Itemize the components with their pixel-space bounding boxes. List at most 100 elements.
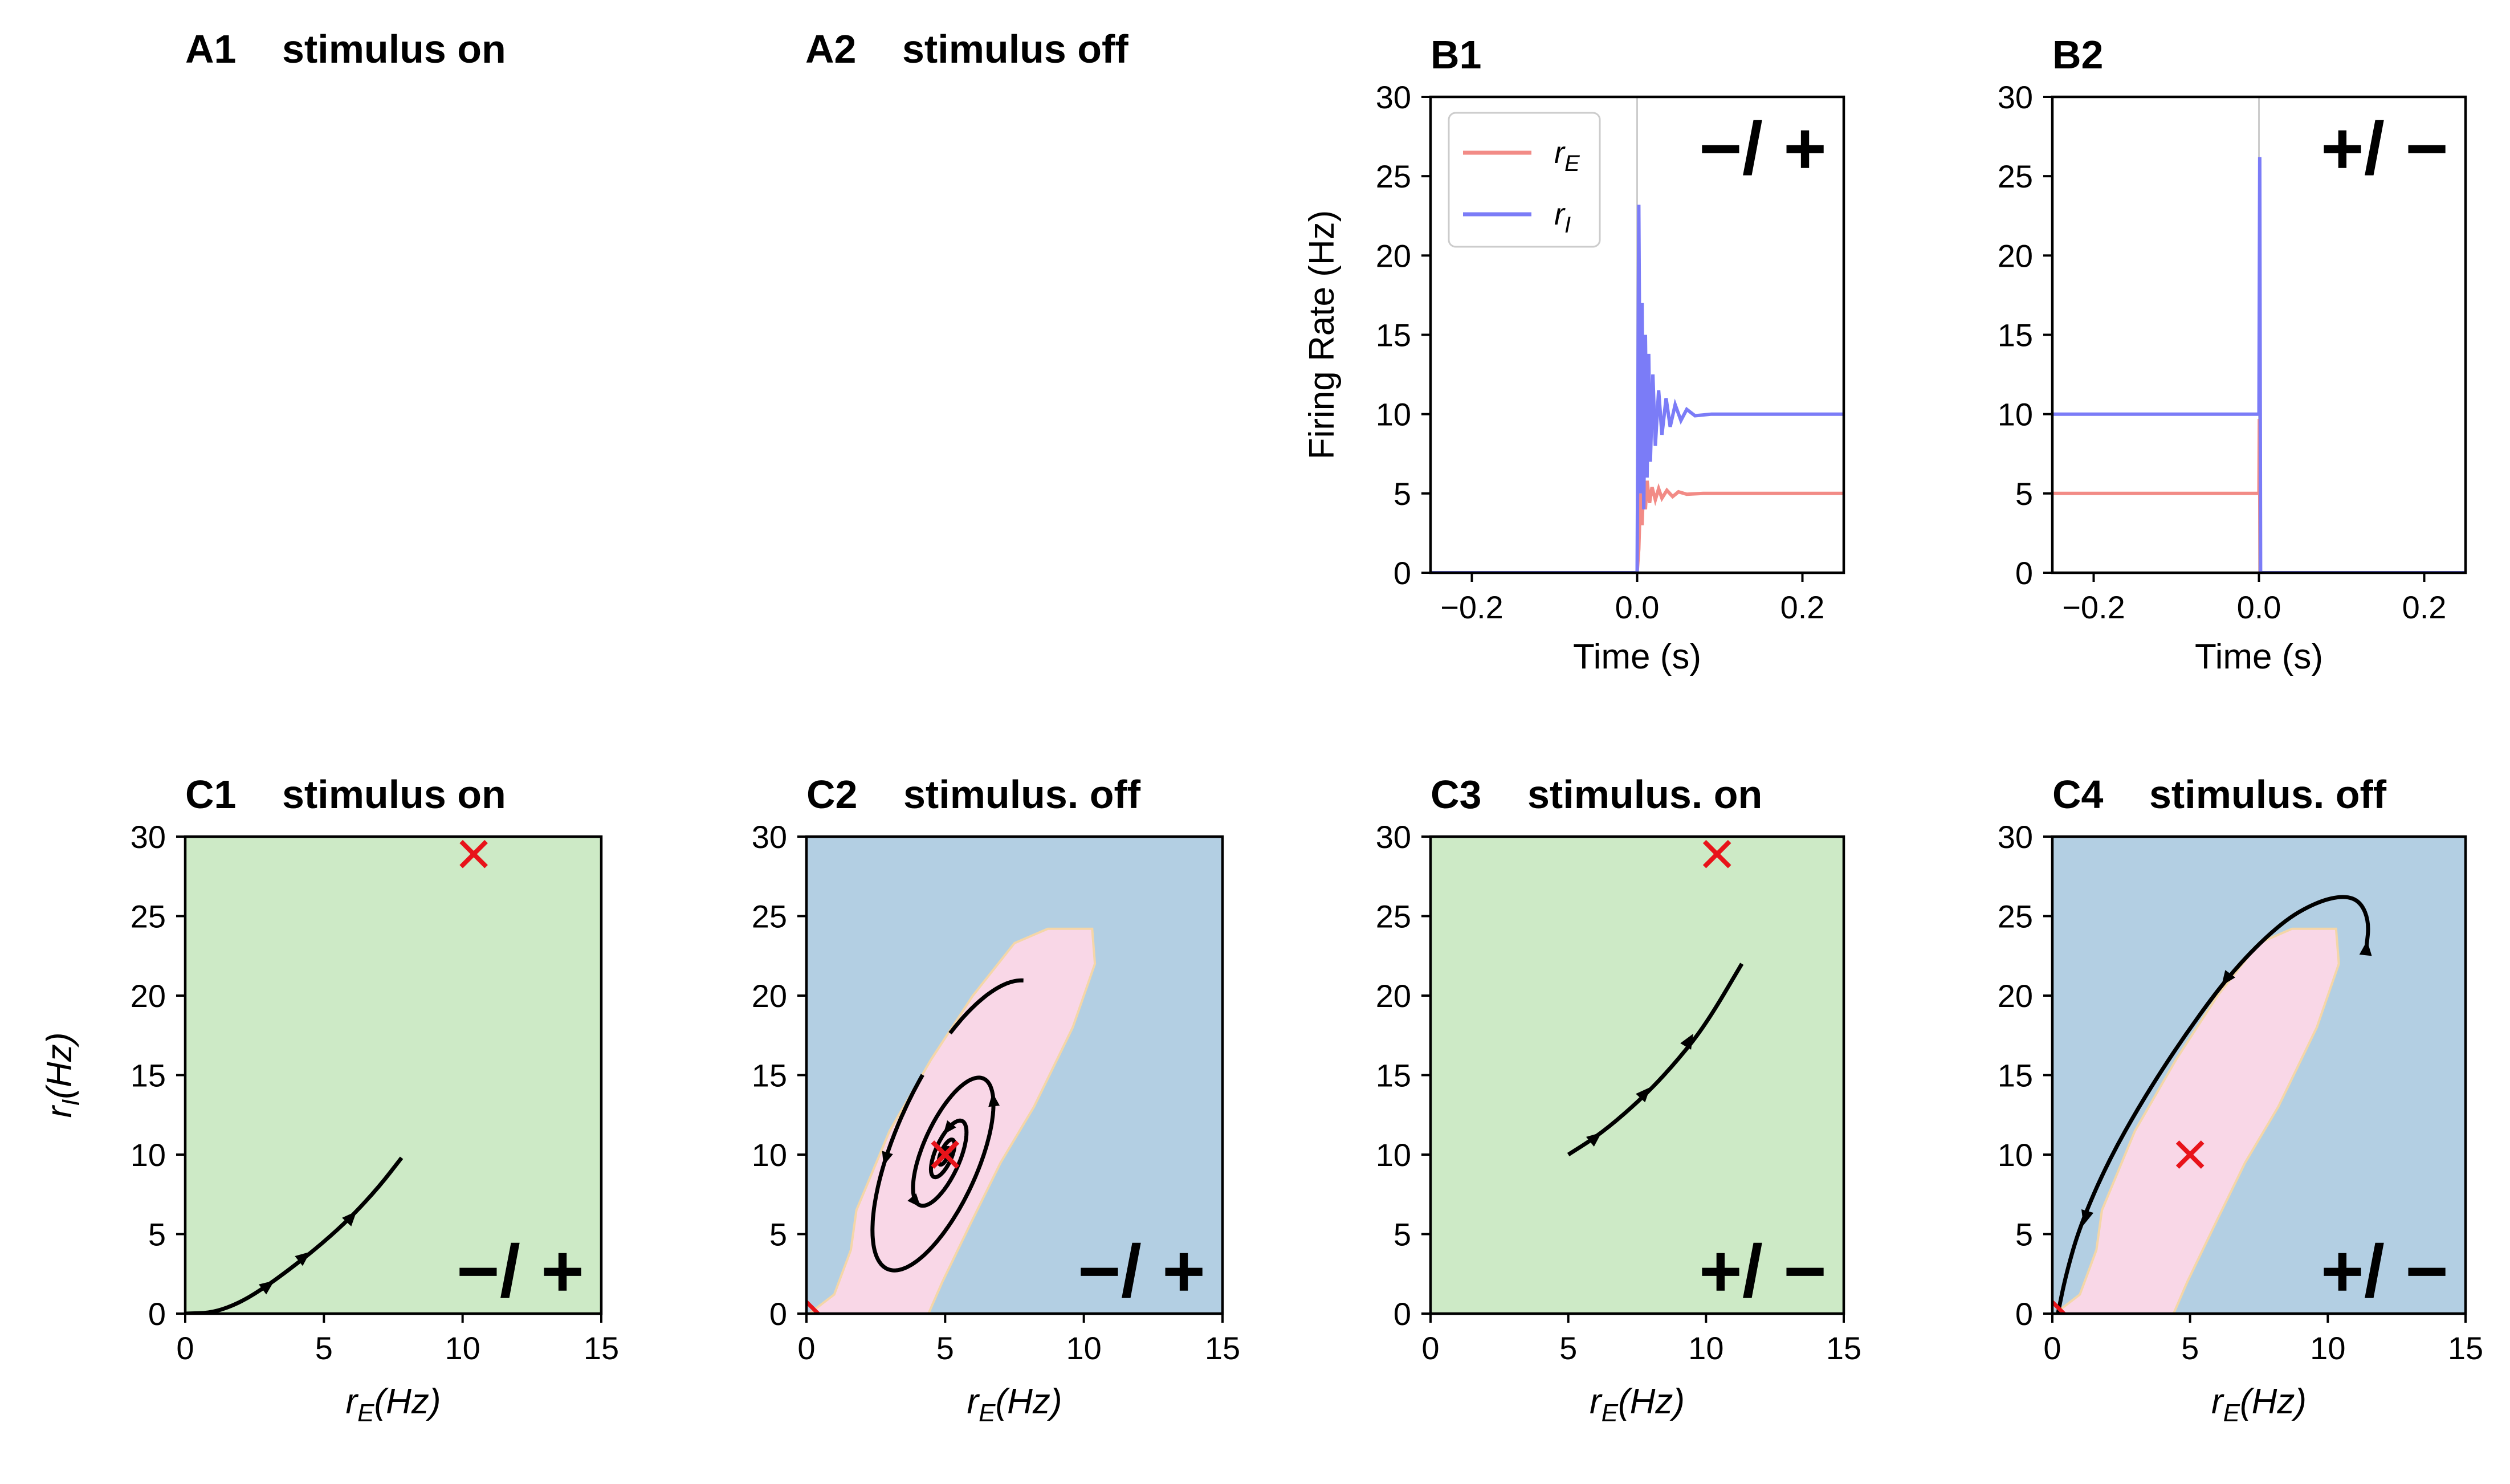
c2-spiral-trajectory (870, 1074, 996, 1273)
c4-ytick-label: 5 (2015, 1217, 2033, 1253)
c1-ytick-label: 30 (131, 819, 166, 855)
c3-ytick-label: 10 (1376, 1137, 1411, 1173)
c3-xtick-label: 10 (1688, 1330, 1723, 1366)
panel-c4-chart: 0 5 10 15 0 5 10 15 20 25 30 rE(Hz) C4 stimulus. off +… (1998, 772, 2483, 1427)
b2-xtick-label: −0.2 (2062, 589, 2125, 625)
c2-arrow-2 (907, 1193, 921, 1208)
c3-fixed-point-marker (1702, 839, 1731, 869)
c4-ytick-label: 30 (1998, 819, 2033, 855)
b1-ytick-label: 10 (1376, 397, 1411, 433)
b2-plot-area (2052, 97, 2466, 573)
panel-a2-letter: A2 (805, 27, 856, 71)
c4-xtick-label: 15 (2448, 1330, 2483, 1366)
panel-b2-chart: −0.2 0.0 0.2 0 5 10 15 20 25 30 Time (s) B2 +/ − (1998, 32, 2467, 676)
b2-ytick-label: 0 (2015, 555, 2033, 591)
c2-xlabel: rE(Hz) (967, 1382, 1062, 1427)
c4-fixed-point-marker (2175, 1140, 2205, 1169)
c3-plot-area (1431, 837, 1844, 1314)
c2-basin-region (807, 927, 1097, 1314)
c2-spiral-start (948, 978, 1024, 1035)
c3-ytick-label: 25 (1376, 899, 1411, 935)
c2-ytick-label: 10 (752, 1137, 787, 1173)
legend-label-e: rE (1554, 136, 1580, 176)
c4-trajectory-arrow-0 (2359, 940, 2372, 956)
panel-c3-chart: 0 5 10 15 0 5 10 15 20 25 30 rE(Hz) C3 stimulus. on +/… (1376, 772, 1861, 1427)
c2-arrow-3 (943, 1120, 956, 1135)
b1-ytick-label: 0 (1393, 555, 1411, 591)
b2-panel-letter: B2 (2052, 32, 2103, 77)
b1-xtick-label: 0.2 (1780, 589, 1825, 625)
c2-origin-marker (806, 1299, 821, 1314)
c3-trajectory-arrow-1 (1636, 1087, 1651, 1103)
b2-ytick-label: 20 (1998, 238, 2033, 274)
c4-xtick-label: 0 (2043, 1330, 2061, 1366)
c1-trajectory-arrow-1 (295, 1251, 311, 1266)
legend-box (1448, 112, 1601, 248)
c1-ytick-label: 15 (131, 1058, 166, 1094)
c1-ytick-label: 10 (131, 1137, 166, 1173)
c4-trajectory-arrow-2 (2081, 1209, 2094, 1226)
b2-sign-annotation: +/ − (2321, 107, 2448, 190)
c4-sign-annotation: +/ − (2321, 1229, 2448, 1312)
b1-ytick-label: 20 (1376, 238, 1411, 274)
b2-xlabel: Time (s) (2195, 637, 2323, 676)
b2-xtick-label: 0.0 (2237, 589, 2281, 625)
c2-ytick-label: 25 (752, 899, 787, 935)
c2-xtick-label: 0 (797, 1330, 815, 1366)
c3-ytick-label: 15 (1376, 1058, 1411, 1094)
c3-trajectory-arrow-0 (1586, 1132, 1602, 1147)
c3-ytick-label: 30 (1376, 819, 1411, 855)
c4-trajectory-0 (2056, 895, 2370, 1314)
c2-ytick-label: 0 (769, 1296, 787, 1332)
b2-series-rI (2052, 157, 2466, 573)
panel-a1-letter: A1 (185, 27, 236, 71)
c3-ytick-label: 0 (1393, 1296, 1411, 1332)
c1-background (185, 837, 601, 1314)
c4-ytick-label: 25 (1998, 899, 2033, 935)
c3-xlabel: rE(Hz) (1590, 1382, 1685, 1427)
c4-origin-marker (2052, 1299, 2067, 1314)
c4-xlabel: rE(Hz) (2211, 1382, 2307, 1427)
c2-ytick-label: 30 (752, 819, 787, 855)
c2-sign-annotation: −/ + (1078, 1229, 1205, 1312)
c3-panel-subtitle: stimulus. on (1527, 772, 1762, 817)
c3-sign-annotation: +/ − (1699, 1229, 1827, 1312)
c2-xtick-label: 5 (936, 1330, 954, 1366)
c3-ytick-label: 5 (1393, 1217, 1411, 1253)
b1-sign-annotation: −/ + (1699, 107, 1827, 190)
c3-panel-letter: C3 (1431, 772, 1481, 817)
c1-ytick-label: 20 (131, 978, 166, 1014)
c2-xtick-label: 10 (1066, 1330, 1102, 1366)
b1-ytick-label: 15 (1376, 317, 1411, 353)
c1-ytick-label: 25 (131, 899, 166, 935)
c4-ytick-label: 10 (1998, 1137, 2033, 1173)
c1-panel-letter: C1 (185, 772, 236, 817)
b1-ylabel: Firing Rate (Hz) (1302, 210, 1342, 460)
c1-trajectory-0 (185, 1156, 404, 1314)
c1-xlabel: rE(Hz) (345, 1382, 441, 1427)
b1-xtick-label: −0.2 (1440, 589, 1503, 625)
c4-panel-subtitle: stimulus. off (2149, 772, 2387, 817)
c1-xtick-label: 5 (315, 1330, 333, 1366)
b1-ytick-label: 30 (1376, 79, 1411, 115)
panel-c2-chart: 0 5 10 15 0 5 10 15 20 25 30 rE(Hz) C2 stimulus. off −… (752, 772, 1240, 1427)
c1-ylabel: rI(Hz) (40, 1033, 85, 1118)
c2-fixed-point-marker (931, 1140, 960, 1169)
c2-xtick-label: 15 (1205, 1330, 1240, 1366)
c3-background (1431, 837, 1844, 1314)
c1-xtick-label: 15 (584, 1330, 619, 1366)
c1-sign-annotation: −/ + (457, 1229, 584, 1312)
b1-ytick-label: 5 (1393, 476, 1411, 512)
b1-panel-letter: B1 (1431, 32, 1481, 77)
c4-ytick-label: 15 (1998, 1058, 2033, 1094)
b1-ytick-label: 25 (1376, 158, 1411, 194)
b2-ytick-label: 10 (1998, 397, 2033, 433)
c3-xtick-label: 0 (1421, 1330, 1439, 1366)
b1-series-rI (1431, 205, 1844, 573)
c1-xtick-label: 0 (176, 1330, 194, 1366)
c1-xtick-label: 10 (445, 1330, 480, 1366)
panel-c1-chart: 0 5 10 15 0 5 10 15 20 25 30 rE(Hz) rI(Hz) C1 stimulus… (40, 772, 619, 1427)
b2-ytick-label: 30 (1998, 79, 2033, 115)
c4-plot-area (2052, 837, 2466, 1314)
